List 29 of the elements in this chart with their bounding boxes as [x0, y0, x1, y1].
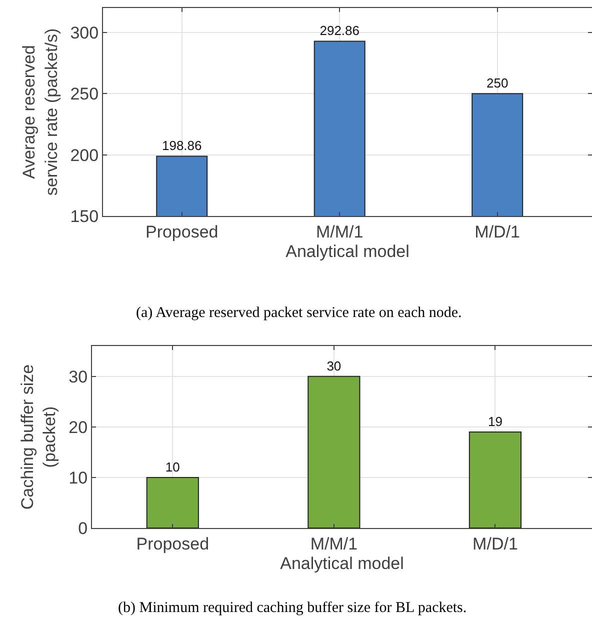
data-label: 198.86 — [162, 138, 202, 154]
data-label: 292.86 — [320, 23, 360, 38]
data-label: 10 — [165, 459, 180, 474]
x-tick-label: M/M/1 — [316, 222, 364, 242]
y-axis-title: Caching buffer size (packet) — [18, 364, 60, 510]
y-tick-label: 300 — [70, 23, 99, 42]
y-tick-label: 30 — [68, 367, 88, 386]
data-label: 250 — [486, 76, 508, 91]
bar — [146, 476, 199, 528]
bar — [468, 431, 522, 528]
y-tick-label: 0 — [78, 518, 88, 538]
x-tick-label: M/D/1 — [472, 534, 518, 554]
text: (b) Minimum required caching buffer size for BL packets. — [118, 600, 467, 616]
y-tick-label: 200 — [70, 146, 99, 165]
y-tick-label: 150 — [70, 206, 99, 226]
y-axis-title: Average reserved service rate (packet/s) — [20, 28, 61, 196]
x-tick-label: M/D/1 — [474, 222, 520, 242]
data-label: 30 — [326, 358, 342, 374]
x-tick-label: M/M/1 — [310, 534, 358, 554]
x-tick-label: Proposed — [145, 222, 218, 242]
x-tick-label: Proposed — [136, 534, 210, 554]
x-axis-title: Analytical model — [286, 242, 410, 261]
x-axis-title: Analytical model — [280, 554, 404, 573]
y-tick-label: 250 — [70, 84, 99, 104]
data-label: 19 — [488, 414, 502, 429]
bar — [308, 376, 360, 528]
y-tick-label: 10 — [68, 468, 88, 488]
text: (a) Average reserved packet service rate on each node. — [136, 305, 462, 321]
y-tick-label: 20 — [68, 418, 88, 437]
